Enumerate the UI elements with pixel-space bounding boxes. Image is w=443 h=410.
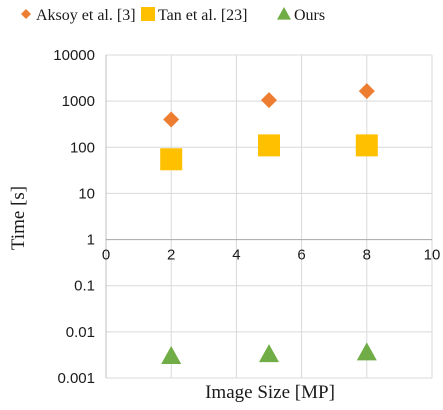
data-points — [160, 83, 378, 364]
x-axis-ticks: 0 2 4 6 8 10 — [102, 247, 441, 264]
y-tick-label: 10000 — [53, 47, 95, 64]
legend-marker-square — [141, 7, 155, 21]
y-axis-ticks: 0.001 0.01 0.1 1 10 100 1000 10000 — [53, 47, 95, 387]
x-tick-label: 0 — [102, 247, 110, 264]
y-tick-label: 0.1 — [74, 278, 95, 295]
y-tick-label: 10 — [78, 185, 95, 202]
y-tick-label: 100 — [70, 139, 95, 156]
legend: Aksoy et al. [3] Tan et al. [23] Ours — [21, 7, 325, 24]
x-axis-title: Image Size [MP] — [205, 382, 335, 403]
data-point-triangle — [161, 345, 182, 364]
legend-marker-diamond — [21, 9, 31, 19]
x-tick-label: 2 — [167, 247, 175, 264]
data-point-diamond — [163, 111, 180, 128]
legend-label: Tan et al. [23] — [158, 7, 248, 24]
x-tick-label: 6 — [297, 247, 305, 264]
legend-label: Aksoy et al. [3] — [36, 7, 136, 24]
legend-label: Ours — [294, 7, 325, 24]
data-point-square — [160, 148, 183, 171]
data-point-diamond — [358, 83, 375, 100]
x-tick-label: 8 — [363, 247, 371, 264]
x-tick-label: 10 — [424, 247, 441, 264]
x-tick-label: 4 — [232, 247, 240, 264]
legend-marker-triangle — [277, 7, 291, 20]
y-tick-label: 0.001 — [57, 370, 95, 387]
y-tick-label: 1 — [87, 232, 95, 249]
data-point-square — [258, 134, 280, 157]
data-point-triangle — [356, 342, 377, 361]
y-tick-label: 1000 — [62, 93, 95, 110]
axes — [105, 55, 432, 378]
y-tick-label: 0.01 — [66, 324, 95, 341]
data-point-triangle — [259, 344, 279, 363]
data-point-square — [355, 134, 378, 157]
data-point-diamond — [261, 92, 277, 109]
y-axis-title: Time [s] — [8, 186, 29, 250]
